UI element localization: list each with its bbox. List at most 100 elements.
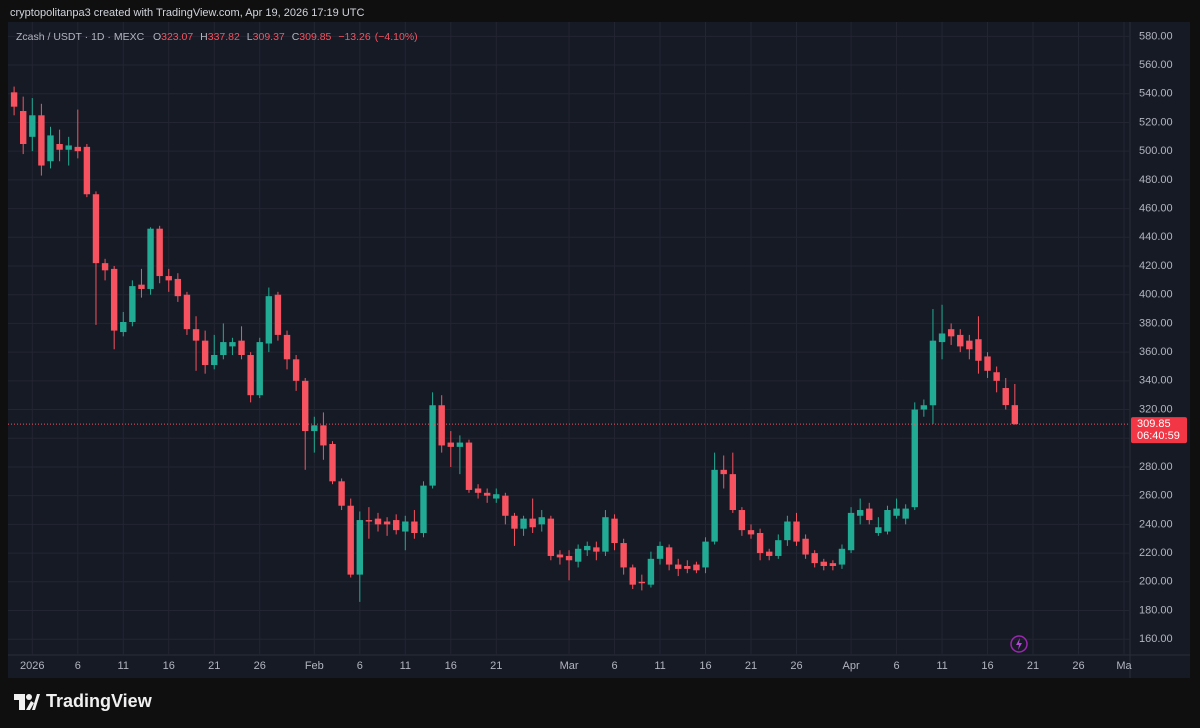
candle-body bbox=[483, 492, 491, 496]
candle-body bbox=[283, 334, 291, 360]
y-tick-label: 400.00 bbox=[1139, 289, 1173, 301]
candle-body bbox=[720, 469, 727, 475]
x-tick-label: 2026 bbox=[20, 660, 44, 672]
candle-body bbox=[247, 355, 254, 396]
x-tick-label: 11 bbox=[936, 660, 947, 672]
candle-body bbox=[274, 294, 282, 335]
candle-body bbox=[229, 342, 236, 347]
candle-body bbox=[320, 425, 327, 446]
x-tick-label: 16 bbox=[163, 660, 175, 672]
candle-body bbox=[447, 442, 454, 447]
candle-body bbox=[775, 540, 782, 556]
x-tick-label: 11 bbox=[118, 660, 129, 672]
logo-icon bbox=[14, 693, 40, 710]
candle-body bbox=[784, 521, 791, 541]
candle-body bbox=[684, 566, 691, 569]
candle-body bbox=[511, 515, 518, 529]
candle-body bbox=[465, 442, 473, 490]
candle-body bbox=[65, 145, 72, 150]
candle-body bbox=[456, 442, 464, 447]
legend: Zcash / USDT · 1D · MEXC O323.07 H337.82… bbox=[16, 31, 422, 43]
x-tick-label: 6 bbox=[75, 660, 81, 672]
candle-body bbox=[938, 333, 946, 343]
candle-body bbox=[201, 340, 209, 366]
axes: 160.00 180.00 200.00 220.00 240.00 260.00 280.… bbox=[8, 30, 1187, 672]
candle-body bbox=[74, 146, 81, 152]
y-tick-label: 280.00 bbox=[1139, 461, 1173, 473]
last-price-label: 309.85 bbox=[1137, 418, 1171, 430]
candle-body bbox=[174, 278, 182, 297]
candle-body bbox=[593, 547, 600, 552]
x-tick-label: 26 bbox=[254, 660, 266, 672]
candle-body bbox=[520, 518, 527, 529]
candle-body bbox=[638, 581, 646, 584]
y-tick-label: 540.00 bbox=[1139, 88, 1173, 100]
ohlc-value: 309.37 bbox=[252, 31, 285, 43]
y-tick-label: 460.00 bbox=[1139, 203, 1173, 215]
candle-body bbox=[565, 555, 573, 561]
x-tick-label: 26 bbox=[1072, 660, 1084, 672]
candle-body bbox=[611, 518, 618, 544]
ohlc-label: H bbox=[200, 31, 208, 43]
y-tick-label: 260.00 bbox=[1139, 490, 1173, 502]
candle-body bbox=[966, 340, 973, 350]
candle-body bbox=[893, 508, 900, 516]
candle-body bbox=[165, 276, 172, 281]
candle-body bbox=[411, 521, 418, 533]
change: −13.26 bbox=[338, 31, 371, 43]
candle-body bbox=[656, 545, 664, 559]
candle-body bbox=[256, 342, 263, 396]
candle-body bbox=[993, 372, 1000, 381]
alert-icon[interactable] bbox=[1010, 635, 1028, 653]
alert-icon-bolt bbox=[1016, 638, 1022, 650]
grid bbox=[8, 22, 1130, 655]
candle-body bbox=[829, 563, 837, 567]
y-tick-label: 240.00 bbox=[1139, 518, 1173, 530]
candle-body bbox=[120, 321, 127, 333]
candle-body bbox=[675, 564, 682, 569]
y-tick-label: 580.00 bbox=[1139, 30, 1173, 42]
candle-body bbox=[47, 135, 54, 162]
candle-body bbox=[902, 508, 909, 519]
candle-body bbox=[329, 444, 336, 482]
chart-panel bbox=[8, 22, 1190, 678]
x-tick-label: 21 bbox=[745, 660, 757, 672]
candle-body bbox=[884, 510, 891, 532]
candle-body bbox=[83, 146, 91, 195]
candle-body bbox=[338, 481, 345, 506]
x-tick-label: 11 bbox=[654, 660, 665, 672]
candle-body bbox=[392, 520, 400, 531]
y-tick-label: 180.00 bbox=[1139, 604, 1173, 616]
candle-body bbox=[138, 284, 145, 289]
candle-body bbox=[438, 405, 445, 446]
candle-body bbox=[429, 405, 436, 486]
candle-body bbox=[802, 538, 809, 555]
candle-body bbox=[574, 548, 582, 562]
candle-body bbox=[129, 286, 136, 322]
y-tick-label: 520.00 bbox=[1139, 116, 1173, 128]
candle-body bbox=[183, 294, 191, 330]
y-tick-label: 420.00 bbox=[1139, 260, 1173, 272]
candle-body bbox=[101, 263, 109, 271]
candle-body bbox=[147, 228, 154, 289]
candle-body bbox=[538, 517, 545, 525]
candle-body bbox=[847, 512, 855, 551]
candle-body bbox=[19, 110, 27, 145]
symbol-title: Zcash / USDT · 1D · MEXC bbox=[16, 31, 145, 43]
y-tick-label: 560.00 bbox=[1139, 59, 1173, 71]
candle-body bbox=[920, 405, 928, 410]
logo[interactable]: TradingView bbox=[14, 691, 152, 712]
candles bbox=[10, 86, 1019, 602]
x-tick-label: 6 bbox=[357, 660, 363, 672]
x-tick-label: 16 bbox=[445, 660, 457, 672]
y-tick-label: 500.00 bbox=[1139, 145, 1173, 157]
candle-body bbox=[420, 485, 427, 533]
candle-body bbox=[374, 518, 382, 525]
candle-body bbox=[556, 554, 564, 558]
x-tick-label: 16 bbox=[699, 660, 711, 672]
candle-body bbox=[1011, 405, 1019, 425]
ohlc-label: C bbox=[291, 31, 300, 43]
candle-body bbox=[347, 505, 354, 575]
candle-body bbox=[693, 564, 700, 571]
candle-body bbox=[474, 488, 482, 493]
